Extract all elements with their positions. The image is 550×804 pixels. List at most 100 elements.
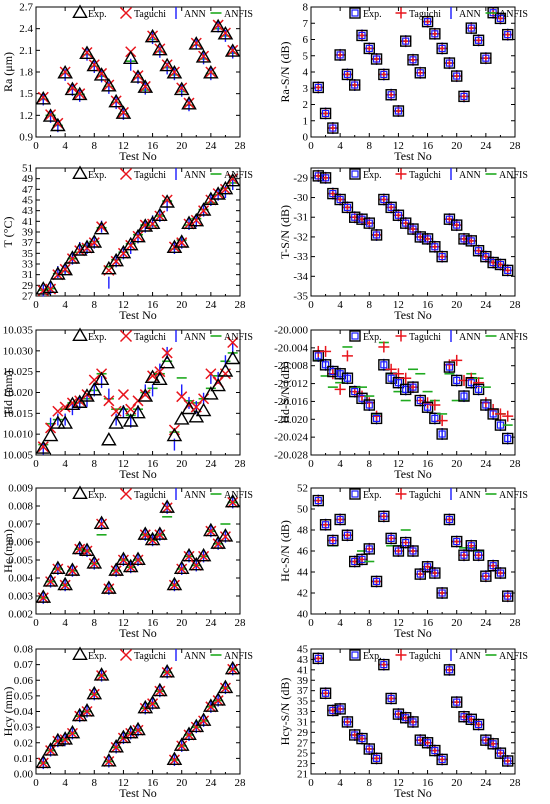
exp-point-inner [416,570,424,578]
exp-point [407,54,419,66]
exp-point [57,415,73,429]
y-tick-label: 25 [297,748,309,760]
x-tick-label: 8 [367,299,373,311]
y-tick-label: 0.03 [14,722,34,734]
exp-point [378,193,390,206]
exp-point-inner [372,754,381,762]
exp-point-inner [431,414,439,422]
exp-point [356,213,368,225]
x-tick-label: 24 [205,617,217,629]
legend-label: Exp. [363,651,382,662]
exp-point [122,50,139,65]
exp-point [392,545,405,557]
exp-point-inner [358,215,366,223]
taguchi-point [45,576,57,588]
exp-point-inner [380,361,388,369]
exp-point-inner [336,195,344,204]
y-tick-label: 1.5 [19,88,33,100]
y-tick-label: 10.020 [3,387,34,399]
exp-point [327,187,339,200]
taguchi-point [168,579,180,591]
exp-point-inner [431,569,439,577]
taguchi-point [147,534,159,546]
taguchi-point [422,737,434,749]
legend-label: Taguchi [134,170,166,181]
exp-point-frame [312,350,324,362]
taguchi-point [176,740,188,752]
taguchi-point [422,561,434,573]
taguchi-point-b [176,237,188,249]
taguchi-point [371,229,383,241]
x-tick-label: 8 [92,299,98,311]
exp-point [50,560,66,575]
legend-taguchi-marker [119,329,133,343]
exp-point [465,235,477,247]
x-tick-label: 12 [393,299,404,311]
panel-d: 0 4 8 12 16 20 24 28 -35 -34 -33 -32 -31 -30 -29 Test N… [278,167,528,322]
y-tick-label: -20.008 [274,360,308,372]
exp-point-inner [482,572,490,580]
exp-point [152,207,168,222]
exp-point [472,718,485,731]
taguchi-point-b [132,724,144,736]
y-tick-label: 35 [297,696,309,708]
exp-point-frame [356,553,368,566]
exp-point [421,233,434,245]
taguchi-point-b [52,563,64,575]
taguchi-point [320,172,332,184]
exp-point-inner [460,392,468,400]
taguchi-point [198,50,210,62]
taguchi-point [502,755,514,767]
taguchi-point [378,510,390,522]
legend-label: Taguchi [409,651,441,662]
exp-point [407,545,419,557]
y-tick-label: -20.004 [274,342,308,354]
taguchi-point [480,570,492,582]
taguchi-point [473,719,485,731]
taguchi-point [443,514,455,525]
legend-label: ANFIS [224,651,253,662]
exp-point [71,86,88,101]
exp-point-inner [314,497,322,505]
exp-point [502,755,514,767]
y-tick-label: 1 [303,115,309,127]
exp-point [472,549,485,561]
taguchi-point-b [52,117,64,129]
exp-point-frame [421,401,434,413]
legend-taguchi-marker-b [119,329,133,343]
x-tick-label: 4 [62,777,68,789]
taguchi-point-b [227,336,239,349]
exp-point-inner [438,253,446,261]
exp-point [407,223,419,235]
exp-point-frame [480,52,492,64]
taguchi-point-b [227,173,239,185]
x-tick-label: 16 [422,140,434,152]
x-tick-label: 8 [367,458,373,470]
x-tick-label: 28 [235,617,247,629]
exp-point [224,350,241,365]
exp-point [414,67,426,79]
taguchi-point [502,590,514,602]
exp-point [407,381,419,393]
y-tick-label: 0.008 [8,501,33,513]
taguchi-point [74,88,86,100]
x-axis-label: Test No [394,149,432,163]
taguchi-point [81,705,93,718]
x-tick-label: 20 [176,777,188,789]
exp-point [392,708,405,720]
exp-point [480,250,492,263]
exp-point [502,28,514,41]
exp-point [144,215,161,230]
legend-exp-marker-frame [349,649,361,661]
exp-point-inner [343,203,352,211]
taguchi-point [334,703,346,715]
y-tick-label: 45 [297,644,309,656]
exp-point-frame [400,383,412,396]
taguchi-point-b [227,44,239,56]
y-tick-label: 39 [22,227,34,239]
taguchi-point [378,341,390,353]
exp-point [363,217,375,229]
exp-point-frame [392,105,405,117]
exp-point [319,519,332,531]
exp-point-inner [504,434,512,443]
